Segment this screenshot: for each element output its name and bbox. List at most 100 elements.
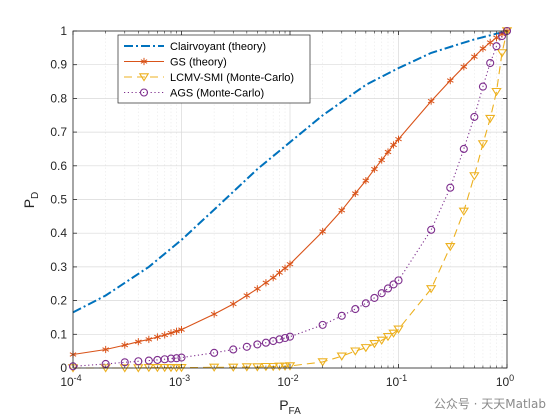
data-marker — [427, 225, 436, 234]
data-marker — [210, 348, 219, 357]
data-marker — [210, 310, 218, 318]
data-marker — [470, 112, 479, 121]
data-marker — [469, 172, 480, 181]
series-clairvoyant-theory — [72, 30, 508, 314]
data-marker — [177, 353, 186, 362]
data-marker — [388, 329, 399, 338]
data-marker — [229, 345, 238, 354]
data-marker — [167, 329, 175, 337]
y-tick-label: 0.5 — [50, 193, 67, 207]
data-marker — [384, 148, 392, 156]
x-tick-label: 10-1 — [386, 373, 407, 389]
data-marker — [486, 58, 495, 68]
data-marker — [458, 207, 470, 216]
data-marker — [351, 189, 359, 198]
data-marker — [350, 347, 361, 356]
data-marker — [382, 332, 394, 342]
data-marker — [139, 88, 149, 97]
data-marker — [351, 304, 360, 314]
data-marker — [172, 354, 181, 363]
data-marker — [243, 291, 251, 300]
data-marker — [485, 114, 496, 124]
data-marker — [166, 354, 176, 363]
data-marker — [446, 76, 454, 85]
data-marker — [317, 358, 328, 367]
y-tick-label: 0.2 — [50, 294, 67, 308]
data-marker — [253, 340, 262, 349]
data-marker — [427, 97, 435, 105]
legend-label: Clairvoyant (theory) — [170, 41, 266, 53]
x-axis-label: PFA — [279, 397, 301, 417]
data-marker — [393, 325, 404, 334]
x-tick-label: 10-2 — [277, 373, 298, 389]
data-marker — [285, 332, 295, 341]
data-marker — [377, 289, 386, 298]
x-tick-label: 100 — [496, 373, 514, 389]
y-tick-label: 0.9 — [50, 58, 67, 72]
series-line — [72, 30, 508, 314]
data-marker — [252, 363, 263, 372]
y-axis-label: PD — [21, 192, 41, 209]
data-marker — [460, 63, 468, 71]
data-marker — [395, 135, 402, 143]
legend-label: GS (theory) — [170, 57, 227, 69]
y-tick-label: 0 — [60, 361, 67, 375]
data-marker — [134, 357, 143, 366]
data-marker — [477, 140, 489, 149]
data-marker — [318, 320, 327, 329]
data-marker — [228, 363, 239, 372]
data-marker — [362, 177, 370, 185]
ticks: 0 0.1 0.2 0.3 0.4 0.5 0.6 0.7 0.8 0.9 1 10-4 10-3 10-… — [50, 24, 514, 389]
data-marker — [369, 340, 380, 349]
data-marker — [138, 73, 150, 82]
y-tick-label: 0.6 — [50, 159, 67, 173]
data-marker — [134, 338, 142, 346]
data-marker — [319, 227, 327, 236]
data-marker — [269, 274, 277, 282]
watermark: 公众号 · 天天Matlab — [433, 397, 546, 411]
series-gs-theory — [69, 27, 511, 359]
data-marker — [486, 38, 494, 47]
data-marker — [161, 331, 169, 339]
data-marker — [338, 206, 346, 214]
data-marker — [274, 362, 285, 371]
data-marker — [281, 264, 289, 272]
series-line — [72, 30, 508, 367]
data-marker — [390, 141, 397, 149]
data-marker — [140, 57, 148, 66]
data-marker — [378, 156, 386, 164]
data-marker — [262, 279, 270, 287]
data-marker — [154, 333, 161, 341]
data-marker — [268, 362, 279, 372]
data-marker — [253, 285, 261, 293]
data-marker — [284, 362, 296, 371]
data-marker — [242, 342, 251, 351]
y-tick-label: 0.1 — [50, 327, 67, 341]
data-marker — [376, 336, 387, 345]
data-marker — [478, 82, 487, 91]
legend: Clairvoyant (theory) GS (theory) LCMV-SMI … — [117, 34, 311, 104]
data-marker — [445, 242, 456, 252]
y-tick-label: 0.7 — [50, 125, 67, 139]
data-marker — [337, 311, 346, 320]
data-marker — [394, 276, 403, 285]
data-marker — [446, 183, 455, 192]
data-marker — [173, 327, 180, 335]
data-marker — [492, 42, 501, 51]
y-tick-label: 1 — [60, 24, 67, 38]
data-marker — [121, 341, 129, 349]
data-marker — [383, 284, 393, 293]
data-marker — [389, 280, 398, 289]
y-tick-label: 0.8 — [50, 91, 67, 105]
data-marker — [144, 356, 153, 365]
data-marker — [279, 362, 291, 371]
data-marker — [260, 362, 272, 372]
data-marker — [160, 355, 169, 364]
data-marker — [178, 325, 185, 334]
data-marker — [102, 345, 110, 354]
data-marker — [280, 333, 290, 343]
data-marker — [275, 335, 284, 344]
y-tick-label: 0.4 — [50, 226, 67, 240]
data-marker — [496, 49, 508, 58]
data-marker — [261, 338, 270, 347]
